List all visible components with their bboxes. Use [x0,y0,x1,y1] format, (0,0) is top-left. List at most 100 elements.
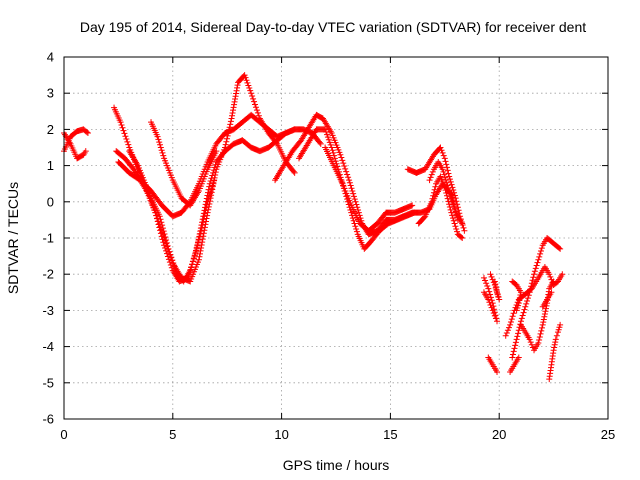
plus-marker [326,139,333,146]
plus-marker [234,84,241,91]
series-track-20 [507,354,522,375]
plus-marker [338,154,345,161]
plus-marker [488,304,495,311]
plus-marker [231,98,238,105]
plus-marker [254,109,261,116]
plus-marker [163,247,170,254]
plus-marker [428,171,435,178]
plus-marker [350,190,357,197]
plus-marker [447,193,454,200]
plus-marker [193,247,200,254]
plus-marker [255,112,262,119]
plus-marker [524,295,531,302]
plus-marker [121,130,128,137]
plus-marker [453,225,460,232]
plus-marker [253,107,260,114]
plus-marker [528,341,535,348]
plus-marker [119,124,126,131]
plus-marker [512,342,519,349]
plus-marker [204,198,211,205]
gridlines [64,57,608,419]
plus-marker [551,344,558,351]
plus-marker [158,233,165,240]
plus-marker [243,77,250,84]
plus-marker [438,176,445,183]
plus-marker [340,160,347,167]
plus-marker [230,104,237,111]
plus-marker [223,138,230,145]
plus-marker [503,330,510,337]
plus-marker [438,147,445,154]
plus-marker [316,139,323,146]
plus-marker [556,244,563,251]
plus-marker [439,149,446,156]
plus-marker [511,345,518,352]
plus-marker [494,289,501,296]
plus-marker [161,242,168,249]
plus-marker [540,316,547,323]
plus-marker [157,141,164,148]
plus-marker [147,195,154,202]
plus-marker [247,87,254,94]
plus-marker [159,236,166,243]
y-tick-label: -4 [42,339,54,354]
x-tick-label: 10 [274,427,288,442]
plus-marker [212,161,219,168]
plus-marker [353,201,360,208]
plus-marker [513,336,520,343]
plus-marker [443,179,450,186]
plus-marker [232,96,239,103]
plus-marker [352,198,359,205]
plus-marker [450,217,457,224]
plus-marker [166,259,173,266]
plus-marker [461,227,468,234]
plus-marker [149,201,156,208]
plus-marker [290,168,297,175]
series-track-16 [485,354,501,375]
plus-marker [445,170,452,177]
plus-marker [538,245,545,252]
plus-marker [535,339,542,346]
plus-marker [537,330,544,337]
plus-marker [451,204,458,211]
plus-marker [446,173,453,180]
plus-marker [528,280,535,287]
plus-marker [538,324,545,331]
plus-marker [552,336,559,343]
plus-marker [450,187,457,194]
plus-marker [168,264,175,271]
plus-marker [222,141,229,148]
plus-marker [480,274,487,281]
plus-marker [502,332,509,339]
plus-marker [229,109,236,116]
plus-marker [510,348,517,355]
plus-marker [509,351,516,358]
plus-marker [189,258,196,265]
plus-marker [167,261,174,268]
plus-marker [203,204,210,211]
plus-marker [162,245,169,252]
plus-marker [534,259,541,266]
plus-marker [486,288,493,295]
plus-marker [411,209,418,216]
plus-marker [536,253,543,260]
plus-marker [153,215,160,222]
plus-marker [347,182,354,189]
plus-marker [118,121,125,128]
plus-marker [487,291,494,298]
y-tick-label: 0 [47,194,54,209]
plus-marker [431,186,438,193]
plus-marker [195,236,202,243]
plus-marker [330,149,337,156]
plus-marker [515,354,522,361]
plus-marker [550,278,557,285]
y-tick-label: -5 [42,375,54,390]
plus-marker [507,318,514,325]
plus-marker [355,209,362,216]
series-track-2 [61,126,91,155]
plus-marker [489,307,496,314]
plus-marker [193,244,200,251]
plus-marker [122,133,129,140]
data-markers [61,72,566,383]
